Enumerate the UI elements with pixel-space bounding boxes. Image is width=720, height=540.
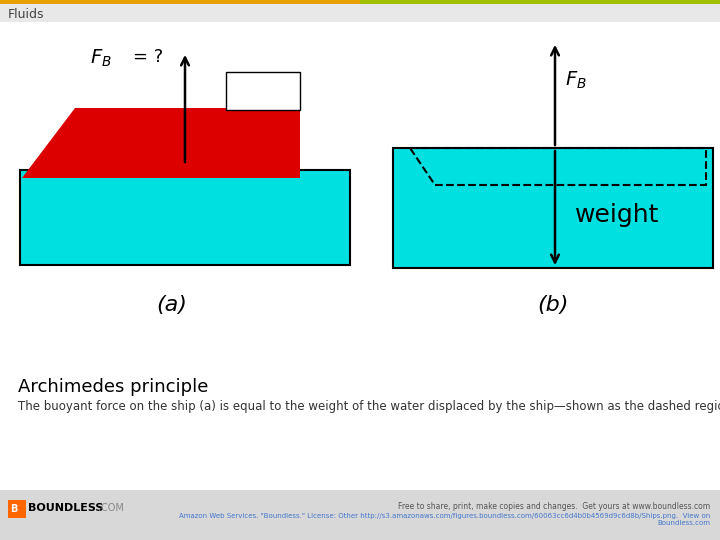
Text: Fluids: Fluids: [8, 9, 45, 22]
Text: The buoyant force on the ship (a) is equal to the weight of the water displaced : The buoyant force on the ship (a) is equ…: [18, 400, 720, 413]
Text: $F_B$: $F_B$: [90, 48, 112, 69]
Text: (a): (a): [156, 295, 187, 315]
Bar: [0, 0, 720, 22]
Text: Amazon Web Services. "Boundless." License: Other http://s3.amazonaws.com/figures: Amazon Web Services. "Boundless." Licens…: [179, 513, 710, 526]
Text: (b): (b): [537, 295, 569, 315]
Bar: [20, 170, 350, 265]
Bar: [0, 490, 720, 540]
Text: Free to share, print, make copies and changes.  Get yours at www.boundless.com: Free to share, print, make copies and ch…: [398, 502, 710, 511]
Text: weight: weight: [575, 203, 660, 227]
Polygon shape: [22, 108, 300, 178]
Bar: [393, 148, 713, 268]
Bar: [0, 0, 360, 4]
Text: .COM: .COM: [98, 503, 124, 513]
Text: $F_B$: $F_B$: [565, 69, 587, 91]
Bar: [360, 0, 720, 4]
Text: Archimedes principle: Archimedes principle: [18, 378, 208, 396]
Bar: [226, 72, 300, 110]
Text: = ?: = ?: [133, 48, 163, 66]
Text: BOUNDLESS: BOUNDLESS: [28, 503, 104, 513]
Bar: [8, 500, 26, 518]
Text: B: B: [10, 504, 17, 514]
